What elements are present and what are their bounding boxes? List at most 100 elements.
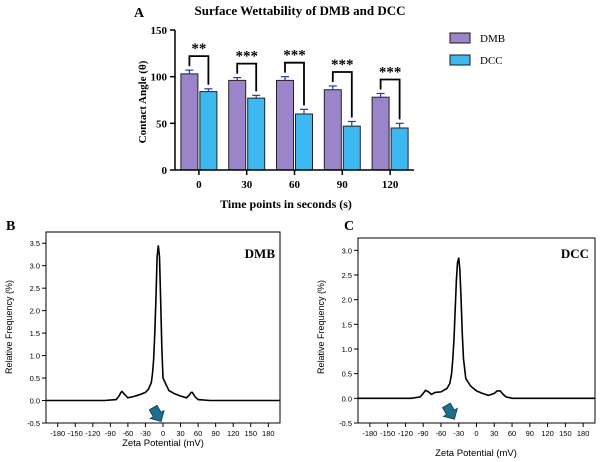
chart-c-x-ticks: -180 -150 -120 -90 -60 -30 0 30 60 90 120 150 180	[362, 423, 589, 438]
bar-dmb-30	[228, 79, 247, 171]
chart-b-ytick-label: 3.5	[30, 239, 40, 248]
chart-c-xtick-label: -90	[418, 429, 429, 438]
chart-c-frame	[357, 237, 596, 424]
chart-c-xtick-label: 30	[490, 429, 498, 438]
legend-label-dcc: DCC	[480, 55, 503, 67]
chart-a-significance: ** *** ****** ***	[188, 41, 402, 120]
chart-a-xtick-label: 0	[196, 179, 202, 191]
chart-b-ytick-label: 1.5	[30, 329, 40, 338]
bar-dmb-60	[276, 79, 294, 171]
chart-c-xtick-label: -150	[380, 429, 395, 438]
chart-c-xtick-label: -30	[453, 429, 464, 438]
chart-a-legend: DMB DCC	[449, 32, 505, 67]
bar-dmb-120	[371, 96, 390, 171]
chart-b-xtick-label: -90	[105, 429, 116, 438]
significance-bracket-120	[379, 78, 401, 120]
chart-b-ytick-label: 0.5	[30, 374, 40, 383]
chart-b-xtick-label: -30	[140, 429, 151, 438]
bar-dcc-90	[342, 125, 361, 171]
chart-c-curve	[358, 257, 595, 400]
chart-c-ytick-label: 1.5	[342, 320, 352, 329]
chart-b-xtick-label: -120	[85, 429, 100, 438]
arrow-shape	[148, 404, 165, 422]
chart-c-xtick-label: 60	[508, 429, 516, 438]
significance-label-120: ***	[379, 64, 402, 80]
significance-bracket-0	[188, 55, 210, 85]
bar-dcc-120	[390, 127, 409, 171]
chart-c-ytick-label: 1.0	[342, 345, 352, 354]
chart-a-ylabel: Contact Angle (θ)	[137, 60, 149, 143]
arrow-shape	[441, 402, 458, 420]
chart-a-title: Surface Wettability of DMB and DCC	[194, 3, 405, 18]
legend-swatch-dmb	[449, 32, 471, 44]
panel-c-label: C	[344, 219, 354, 234]
chart-c-ytick-label: -0.5	[339, 419, 352, 428]
chart-a-xlabel: Time points in seconds (s)	[220, 197, 352, 211]
chart-b-ytick-label: 0.0	[30, 397, 40, 406]
chart-a-xtick-label: 30	[241, 179, 253, 191]
bar-dcc-0	[199, 91, 218, 171]
significance-label-60: ***	[283, 48, 306, 64]
chart-a-y-ticks: 0 50 100 150	[151, 25, 175, 177]
panel-c: C DCC Relative Frequency (%) Zeta Potent…	[316, 219, 596, 459]
chart-a-x-ticks: 0 30 60 90 120	[196, 170, 399, 191]
chart-a-xtick-label: 90	[337, 179, 349, 191]
significance-bracket-60	[284, 61, 305, 106]
chart-a-xtick-label: 120	[382, 179, 399, 191]
chart-b-xtick-label: 30	[176, 429, 184, 438]
chart-b-ytick-label: 1.0	[30, 352, 40, 361]
chart-b-ytick-label: 2.0	[30, 307, 40, 316]
chart-a-bars	[180, 69, 409, 171]
significance-label-30: ***	[235, 49, 258, 65]
chart-b-xtick-label: -150	[68, 429, 83, 438]
significance-label-0: **	[191, 41, 206, 57]
chart-a-ytick-label: 50	[156, 118, 168, 130]
chart-b-xtick-label: -180	[50, 429, 65, 438]
chart-c-xtick-label: 90	[526, 429, 534, 438]
chart-c-xtick-label: -180	[362, 429, 377, 438]
chart-b-xtick-label: -60	[122, 429, 133, 438]
bar-dcc-30	[247, 97, 266, 171]
significance-bracket-30	[236, 62, 258, 92]
chart-c-xlabel: Zeta Potential (mV)	[435, 448, 517, 459]
chart-c-xtick-label: -60	[436, 429, 447, 438]
chart-c-y-ticks: -0.5 0.0 0.5 1.0 1.5 2.0 2.5 3.0	[339, 246, 358, 428]
legend-label-dmb: DMB	[480, 33, 505, 45]
chart-a-ytick-label: 150	[151, 25, 168, 37]
panel-a: A Surface Wettability of DMB and DCC Con…	[134, 3, 505, 211]
chart-b-xtick-label: 120	[227, 429, 240, 438]
chart-a-ytick-label: 0	[162, 165, 168, 177]
chart-b-ylabel: Relative Frequency (%)	[4, 280, 14, 374]
chart-b-curve	[46, 245, 280, 402]
chart-c-ytick-label: 0.5	[342, 370, 352, 379]
chart-b-xtick-label: 60	[194, 429, 202, 438]
chart-a-ytick-label: 100	[151, 72, 168, 84]
chart-c-xtick-label: 180	[577, 429, 590, 438]
chart-c-ytick-label: 2.0	[342, 296, 352, 305]
chart-b-xtick-label: 0	[161, 429, 165, 438]
chart-c-ylabel: Relative Frequency (%)	[316, 280, 326, 374]
chart-c-ytick-label: 2.5	[342, 271, 352, 280]
panel-a-label: A	[134, 6, 145, 21]
chart-b-x-ticks: -180 -150 -120 -90 -60 -30 0 30 60 90 120 150 180	[50, 423, 275, 438]
bar-dmb-90	[323, 89, 342, 171]
chart-b-ytick-label: -0.5	[27, 419, 40, 428]
chart-b-xtick-label: 90	[211, 429, 219, 438]
chart-b-ytick-label: 2.5	[30, 284, 40, 293]
chart-c-xtick-label: -120	[398, 429, 413, 438]
chart-c-xtick-label: 120	[541, 429, 554, 438]
chart-b-ytick-label: 3.0	[30, 262, 40, 271]
chart-c-xtick-label: 150	[559, 429, 572, 438]
chart-b-y-ticks: -0.5 0.0 0.5 1.0 1.5 2.0 2.5 3.0 3.5	[27, 239, 46, 428]
legend-swatch-dcc	[449, 54, 471, 66]
chart-c-arrow-icon	[441, 402, 458, 420]
chart-c-inset-label: DCC	[561, 246, 589, 261]
chart-b-xtick-label: 150	[244, 429, 257, 438]
chart-c-ytick-label: 0.0	[342, 394, 352, 403]
chart-b-inset-label: DMB	[245, 246, 276, 261]
bar-dmb-0	[180, 73, 199, 171]
chart-b-xtick-label: 180	[262, 429, 275, 438]
significance-bracket-90	[331, 71, 353, 118]
panel-b: B DMB Relative Frequency (%) Zeta Potent…	[4, 219, 281, 449]
chart-c-xtick-label: 0	[474, 429, 478, 438]
